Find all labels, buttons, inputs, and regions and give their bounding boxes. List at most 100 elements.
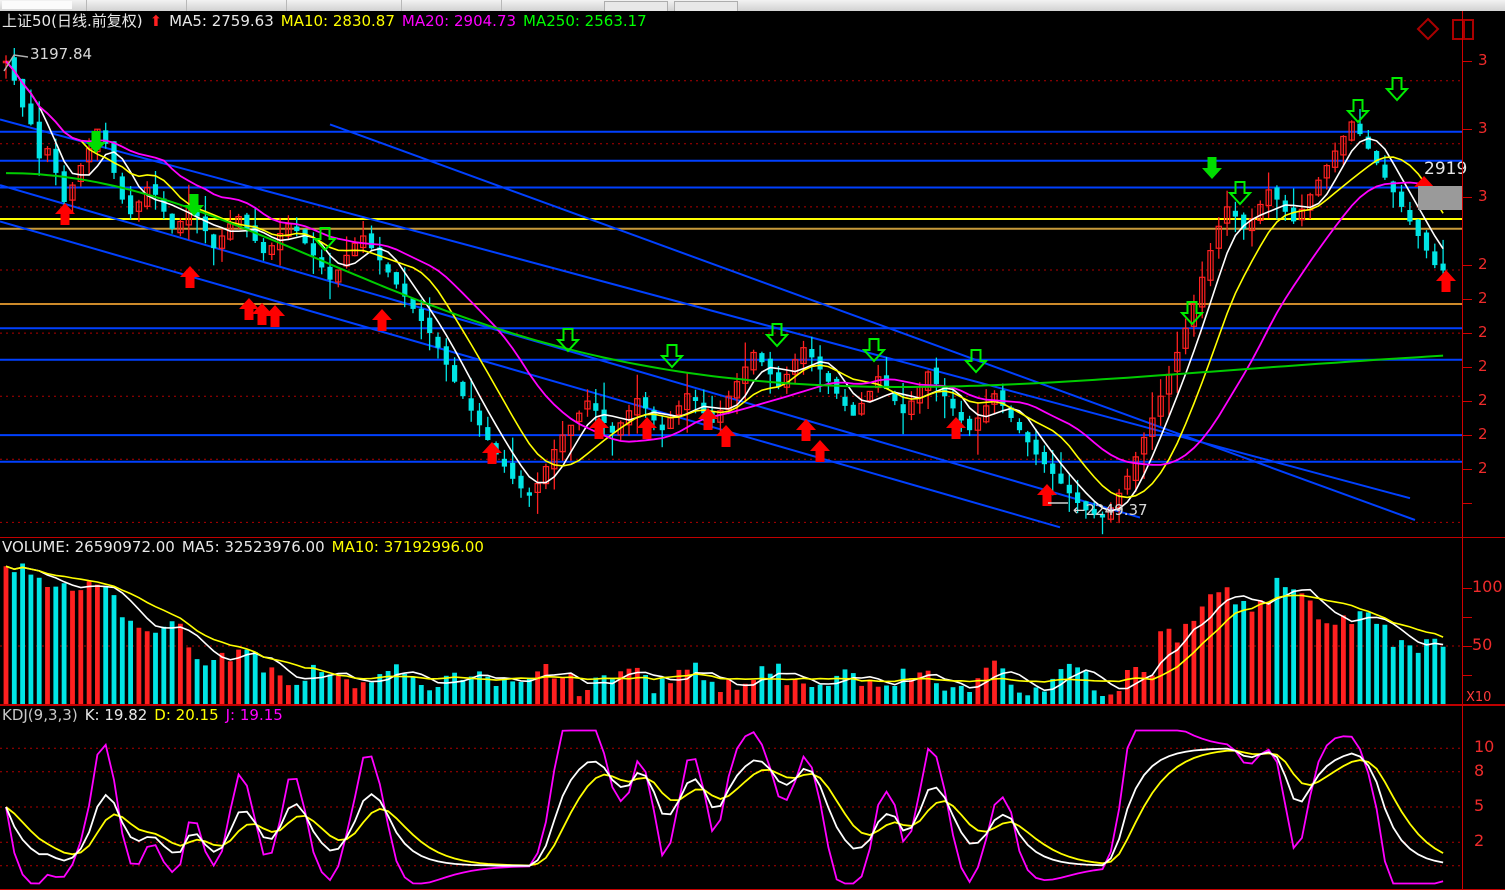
buy-marker [1436, 270, 1456, 292]
toolbar-divider [85, 0, 87, 11]
buy-marker [637, 417, 657, 439]
price-axis-label: 2 [1478, 289, 1488, 307]
sell-marker [555, 328, 581, 353]
price-axis-label: 2 [1478, 391, 1488, 409]
kdj-axis-label: 8 [1474, 761, 1485, 780]
buy-marker [265, 305, 285, 327]
sell-marker [764, 323, 790, 348]
ma250-label: MA250: 2563.17 [523, 12, 647, 30]
axis-tick [1463, 401, 1472, 402]
price-chart-panel[interactable]: 上证50(日线.前复权) ⬆ MA5: 2759.63 MA10: 2830.87 MA… [0, 11, 1505, 537]
price-axis-label: 2 [1478, 425, 1488, 443]
kdj-title: KDJ(9,3,3) [2, 706, 78, 724]
price-plot-area[interactable] [0, 37, 1462, 537]
kdj-panel-top-border [0, 705, 1505, 706]
sell-marker [1202, 157, 1222, 179]
price-axis-label: 2 [1478, 459, 1488, 477]
period-high-annotation: 3197.84 [30, 45, 93, 63]
axis-tick [1463, 588, 1472, 589]
kdj-axis-label: 2 [1474, 831, 1485, 850]
kdj-panel-header: KDJ(9,3,3) K: 19.82 D: 20.15 J: 19.15 [2, 708, 290, 723]
axis-tick [1463, 646, 1472, 647]
price-axis-label: 3 [1478, 119, 1488, 137]
cursor-price-label: 2919 [1424, 159, 1468, 179]
toolbar-divider [500, 0, 502, 11]
axis-tick [1463, 129, 1472, 130]
buy-marker [482, 442, 502, 464]
sell-marker [86, 131, 106, 153]
sell-marker [861, 338, 887, 363]
buy-marker [372, 309, 392, 331]
volume-title: VOLUME: 26590972.00 [2, 538, 175, 556]
volume-ma10-label: MA10: 37192996.00 [331, 538, 484, 556]
toolbar-divider [400, 0, 402, 11]
volume-panel[interactable]: VOLUME: 26590972.00 MA5: 32523976.00 MA10:… [0, 537, 1505, 705]
volume-axis-label: 100 [1472, 577, 1503, 596]
price-y-axis [1462, 11, 1463, 537]
buy-marker [252, 303, 272, 325]
kdj-y-axis [1462, 705, 1463, 890]
volume-panel-header: VOLUME: 26590972.00 MA5: 32523976.00 MA10:… [2, 540, 491, 555]
buy-marker [698, 408, 718, 430]
kdj-axis-label: 10 [1474, 737, 1495, 756]
buy-marker [946, 417, 966, 439]
volume-ma5-label: MA5: 32523976.00 [181, 538, 325, 556]
kdj-j-label: J: 19.15 [225, 706, 283, 724]
buy-marker [716, 425, 736, 447]
ma10-label: MA10: 2830.87 [280, 12, 395, 30]
sell-marker [312, 227, 338, 252]
volume-panel-bottom-border [0, 704, 1505, 705]
volume-unit-label: X10 [1466, 690, 1492, 705]
ma5-label: MA5: 2759.63 [169, 12, 274, 30]
sell-marker [1179, 301, 1205, 326]
axis-tick [1463, 367, 1472, 368]
axis-tick [1463, 503, 1472, 504]
arrow-up-icon: ⬆ [149, 12, 163, 30]
axis-tick [1463, 299, 1472, 300]
diamond-icon[interactable] [1416, 17, 1440, 41]
axis-tick [1463, 61, 1472, 62]
buy-marker [589, 417, 609, 439]
price-axis-label: 3 [1478, 51, 1488, 69]
volume-axis-label: 50 [1472, 635, 1493, 654]
buy-marker [55, 203, 75, 225]
buy-marker [810, 440, 830, 462]
kdj-plot-area[interactable] [0, 727, 1462, 887]
cursor-price-box [1418, 186, 1462, 210]
axis-tick [1463, 469, 1472, 470]
price-axis-label: 3 [1478, 187, 1488, 205]
toolbar-active-tab[interactable] [2, 1, 72, 9]
price-panel-header: 上证50(日线.前复权) ⬆ MA5: 2759.63 MA10: 2830.87 MA… [2, 14, 654, 29]
buy-marker [239, 298, 259, 320]
axis-tick [1463, 197, 1472, 198]
price-axis-label: 2 [1478, 255, 1488, 273]
toolbar-divider [285, 0, 287, 11]
axis-tick [1463, 675, 1472, 676]
price-axis-label: 2 [1478, 357, 1488, 375]
sell-marker [184, 194, 204, 216]
panel-icons[interactable] [1415, 16, 1485, 42]
axis-tick [1463, 435, 1472, 436]
kdj-panel[interactable]: KDJ(9,3,3) K: 19.82 D: 20.15 J: 19.15 10 8 5 2 [0, 705, 1505, 890]
buy-marker [1037, 484, 1057, 506]
sell-marker [1384, 77, 1410, 102]
toolbar-divider [185, 0, 187, 11]
period-low-annotation: ←2249.37 [1073, 501, 1148, 519]
buy-marker [796, 419, 816, 441]
ma20-label: MA20: 2904.73 [401, 12, 517, 30]
sell-marker [1227, 181, 1253, 206]
axis-tick [1463, 333, 1472, 334]
volume-plot-area[interactable] [0, 559, 1462, 704]
volume-y-axis [1462, 537, 1463, 705]
kdj-k-label: K: 19.82 [84, 706, 148, 724]
axis-tick [1463, 265, 1472, 266]
buy-marker [180, 266, 200, 288]
volume-panel-top-border [0, 537, 1505, 538]
sell-marker [659, 344, 685, 369]
price-axis-label: 2 [1478, 323, 1488, 341]
sell-marker [1345, 99, 1371, 124]
symbol-label: 上证50(日线.前复权) [2, 12, 143, 30]
kdj-d-label: D: 20.15 [154, 706, 219, 724]
kdj-axis-label: 5 [1474, 796, 1485, 815]
